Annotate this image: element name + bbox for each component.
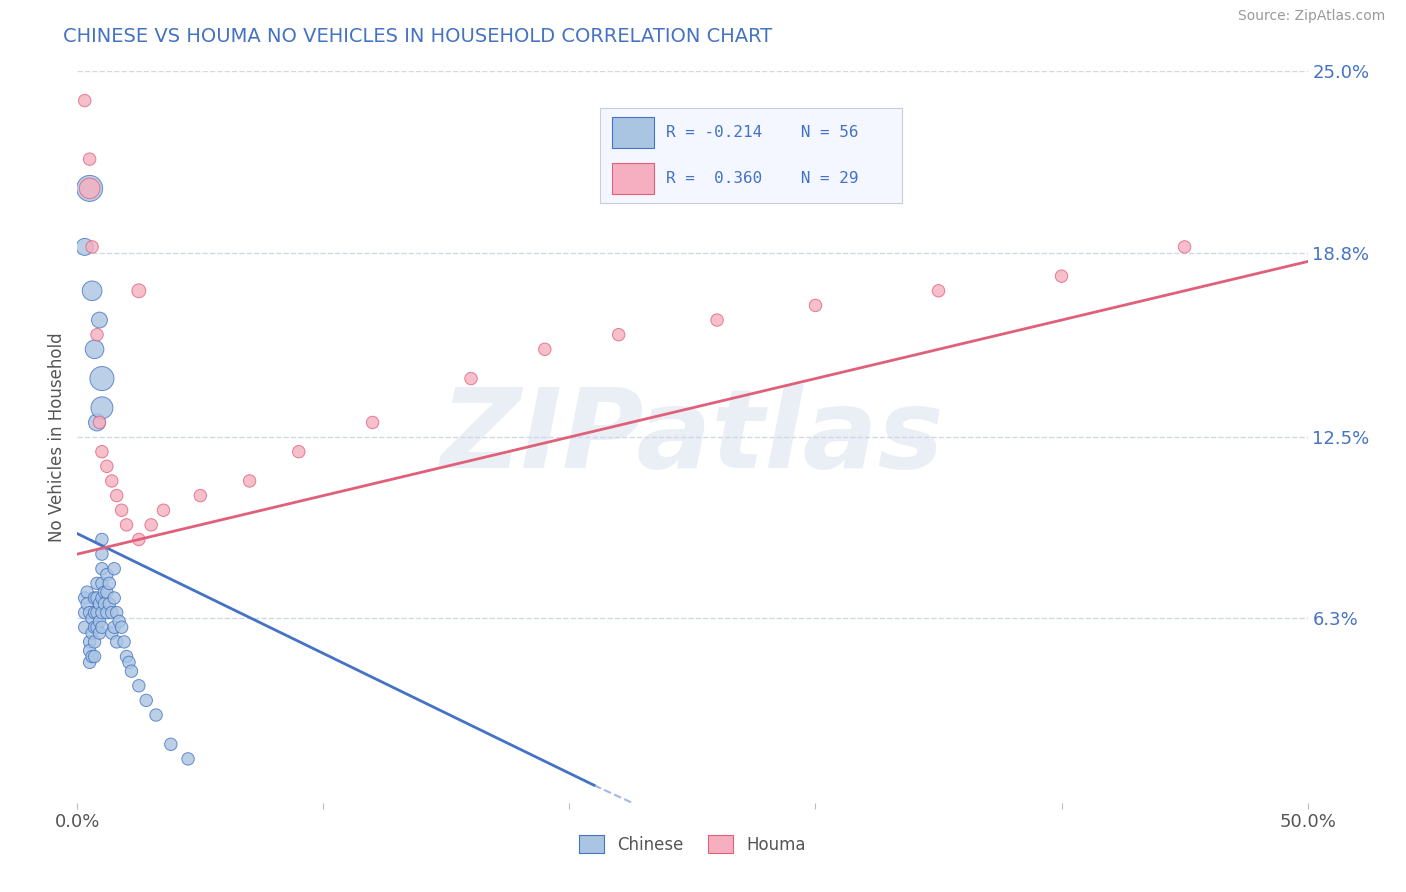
Point [82,626,104,640]
Point [89,313,111,327]
Point [108,615,131,629]
Point [115,517,138,532]
Point [73,606,96,620]
Point [105,635,128,649]
Point [90,576,114,591]
Point [73,240,96,254]
Point [105,489,128,503]
Text: Source: ZipAtlas.com: Source: ZipAtlas.com [1237,9,1385,23]
Point [73,94,96,108]
Point [86,620,108,634]
Point [79,152,101,166]
Legend: Chinese, Houma: Chinese, Houma [572,829,813,860]
Point [121,664,143,678]
Point [82,284,104,298]
Point [79,181,101,195]
Point [79,181,101,195]
Point [361,416,384,430]
Point [98,597,121,611]
Point [86,606,108,620]
Point [111,620,132,634]
Point [1174,240,1197,254]
Point [82,240,104,254]
Point [128,533,150,547]
Point [83,591,105,605]
Point [82,649,104,664]
Point [239,474,262,488]
Point [128,679,150,693]
Point [1050,269,1073,284]
Point [101,474,124,488]
Point [90,562,114,576]
Point [152,503,174,517]
Point [83,635,105,649]
Point [804,298,827,312]
Point [79,635,101,649]
Point [706,313,728,327]
Y-axis label: No Vehicles in Household: No Vehicles in Household [48,332,66,542]
Point [115,649,138,664]
Text: CHINESE VS HOUMA NO VEHICLES IN HOUSEHOLD CORRELATION CHART: CHINESE VS HOUMA NO VEHICLES IN HOUSEHOL… [63,27,772,45]
Point [93,597,115,611]
Point [73,591,96,605]
Point [177,752,200,766]
Point [89,597,111,611]
Point [83,606,105,620]
Point [135,693,157,707]
Point [76,585,98,599]
Point [86,591,108,605]
Point [460,371,482,385]
Point [90,533,114,547]
Point [928,284,950,298]
Point [98,576,121,591]
Point [83,343,105,357]
Point [105,606,128,620]
Point [82,611,104,625]
Point [111,503,132,517]
Point [86,416,108,430]
Point [90,606,114,620]
Point [96,606,118,620]
Point [103,620,125,634]
Point [101,626,124,640]
Point [93,585,115,599]
Point [90,371,114,385]
Point [90,547,114,561]
Point [607,327,630,342]
Point [96,567,118,582]
Point [89,416,111,430]
Point [79,606,101,620]
Point [288,444,311,458]
Point [89,626,111,640]
Point [79,656,101,670]
Point [96,459,118,474]
Point [128,284,150,298]
Point [73,620,96,634]
Point [86,327,108,342]
Point [83,620,105,634]
Point [83,649,105,664]
Point [141,517,163,532]
Point [79,643,101,657]
Point [112,635,135,649]
Text: ZIPatlas: ZIPatlas [440,384,945,491]
Point [101,606,124,620]
Point [96,585,118,599]
Point [76,597,98,611]
Point [86,576,108,591]
Point [118,656,141,670]
Point [534,343,557,357]
Point [90,620,114,634]
Point [90,401,114,415]
Point [103,591,125,605]
Point [89,615,111,629]
Point [188,489,212,503]
Point [103,562,125,576]
Point [90,444,114,458]
Point [160,737,183,751]
Point [145,708,167,723]
Point [90,591,114,605]
